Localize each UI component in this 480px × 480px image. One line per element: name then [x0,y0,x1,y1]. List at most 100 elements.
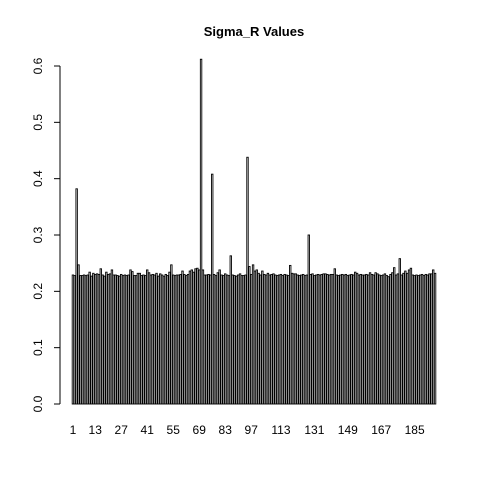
bar [300,274,303,405]
bar [318,274,322,405]
bar [361,274,364,405]
bar [211,173,214,405]
bar [224,273,227,405]
bar [166,275,169,405]
x-tick-label: 69 [193,423,207,437]
x-tick-label: 13 [89,423,103,437]
bar [175,274,179,405]
y-tick-label: 0.5 [31,114,45,131]
bar [341,273,344,405]
x-tick-label: 185 [405,423,425,437]
bar [203,274,206,405]
bar [315,274,318,405]
bar [142,274,145,405]
bar [164,273,167,405]
bar [303,275,307,405]
y-axis: 0.0 0.1 0.2 0.3 0.4 0.5 0.6 [31,57,61,412]
bar [355,272,359,405]
x-tick-label: 167 [371,423,391,437]
y-tick-label: 0.1 [31,339,45,356]
x-tick-label: 83 [219,423,233,437]
bar [346,275,349,405]
bar [86,274,89,405]
bar [225,274,229,405]
bar [411,274,414,405]
bar [311,273,314,405]
bar [79,275,82,405]
bar [136,272,140,405]
bar [368,272,372,405]
bar [365,273,368,405]
bar [146,269,149,405]
bar [432,269,435,405]
y-tick-label: 0.0 [31,395,45,412]
bar [283,273,286,405]
bar [383,273,387,405]
bar [196,267,199,405]
y-tick-label: 0.3 [31,226,45,243]
bar [123,274,127,405]
bar [244,274,247,405]
bar [168,271,171,405]
bar [387,276,390,405]
bar [313,275,316,405]
bar [214,275,218,405]
bar [155,272,158,405]
x-tick-label: 55 [167,423,181,437]
bar [94,273,97,405]
bar [279,273,283,405]
bar [400,274,403,405]
bar [173,275,177,405]
bar [179,273,182,405]
bar [216,272,219,405]
bar [270,273,273,405]
bar [118,275,121,405]
bar [354,271,357,405]
bar [261,270,264,405]
bar [277,274,281,405]
y-tick-label: 0.4 [31,170,45,187]
bar [320,273,323,405]
bar [357,274,361,405]
bar [396,273,400,405]
bar [231,274,234,405]
bar [363,274,366,405]
bar [407,269,411,405]
bar [374,272,377,405]
bars [71,58,437,405]
bar [84,275,88,405]
bar [296,274,299,405]
bar [272,273,275,405]
bar [287,275,290,405]
bar [112,274,115,405]
bar [263,273,266,405]
bar [129,269,132,405]
bar [322,273,325,405]
bar [292,273,296,405]
bar [406,272,409,405]
bar [186,273,190,405]
bar [133,275,136,405]
x-tick-label: 41 [141,423,155,437]
bar [172,274,175,405]
bar [144,275,147,405]
bar [147,272,151,405]
bar [367,274,370,405]
bar [183,273,186,405]
bar [81,275,84,405]
bar [235,275,238,405]
bar [302,273,305,405]
bar [413,275,416,405]
bar [134,275,138,405]
bar [404,270,407,405]
bar [415,274,418,405]
bar [181,270,184,405]
bar [120,273,123,405]
bar [205,274,208,405]
y-tick-label: 0.6 [31,57,45,74]
x-tick-label: 1 [70,423,77,437]
bar [307,234,310,405]
bar [298,275,301,405]
bar [276,275,279,405]
